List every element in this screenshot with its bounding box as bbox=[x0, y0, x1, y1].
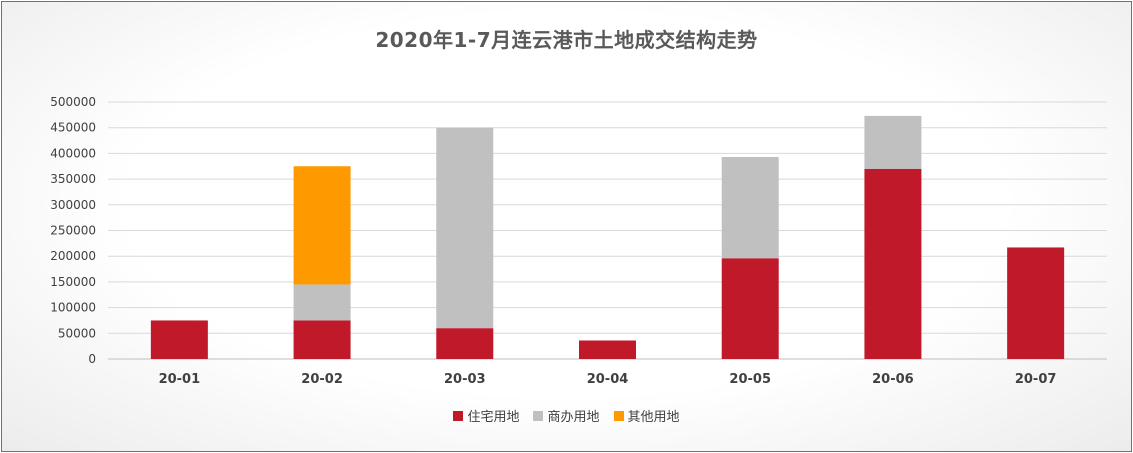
bar-segment-residential bbox=[864, 168, 922, 359]
x-tick-label: 20-06 bbox=[872, 372, 914, 387]
bar-segment-residential bbox=[721, 258, 779, 359]
y-tick-label: 150000 bbox=[50, 275, 96, 289]
y-tick-label: 100000 bbox=[50, 301, 96, 315]
y-tick-label: 200000 bbox=[50, 249, 96, 263]
x-tick-label: 20-04 bbox=[587, 372, 629, 387]
chart-title: 2020年1-7月连云港市土地成交结构走势 bbox=[375, 28, 758, 52]
bar-segment-residential bbox=[579, 340, 636, 359]
y-tick-label: 50000 bbox=[58, 326, 96, 340]
x-tick-label: 20-05 bbox=[729, 372, 771, 387]
y-tick-label: 250000 bbox=[50, 224, 96, 238]
chart-legend: 住宅用地 商办用地 其他用地 bbox=[0, 406, 1133, 425]
y-tick-label: 450000 bbox=[50, 121, 96, 135]
legend-label-residential: 住宅用地 bbox=[467, 410, 520, 425]
legend-item-residential: 住宅用地 bbox=[453, 406, 519, 425]
x-tick-label: 20-03 bbox=[444, 372, 486, 387]
x-tick-label: 20-02 bbox=[301, 372, 343, 387]
legend-item-commercial: 商办用地 bbox=[533, 406, 600, 425]
y-tick-label: 300000 bbox=[50, 198, 96, 212]
bar-segment-residential bbox=[1007, 247, 1065, 359]
bar-segment-commercial bbox=[721, 156, 779, 259]
legend-label-commercial: 商办用地 bbox=[547, 410, 600, 425]
y-tick-label: 400000 bbox=[50, 146, 96, 160]
y-tick-label: 0 bbox=[88, 352, 96, 366]
bar-segment-commercial bbox=[436, 127, 494, 329]
legend-swatch-commercial bbox=[533, 410, 544, 421]
y-tick-label: 500000 bbox=[50, 95, 96, 109]
bar-segment-residential bbox=[293, 320, 351, 359]
x-tick-label: 20-01 bbox=[159, 372, 201, 387]
bar-segment-other bbox=[293, 166, 351, 285]
bar-segment-residential bbox=[150, 320, 208, 359]
y-tick-label: 350000 bbox=[50, 172, 96, 186]
legend-swatch-residential bbox=[453, 410, 464, 421]
legend-swatch-other bbox=[613, 410, 624, 421]
bar-segment-residential bbox=[436, 328, 494, 359]
legend-label-other: 其他用地 bbox=[627, 410, 680, 425]
legend-item-other: 其他用地 bbox=[613, 406, 680, 425]
bar-segment-commercial bbox=[293, 284, 351, 321]
bar-segment-commercial bbox=[864, 115, 922, 169]
x-tick-label: 20-07 bbox=[1015, 372, 1057, 387]
